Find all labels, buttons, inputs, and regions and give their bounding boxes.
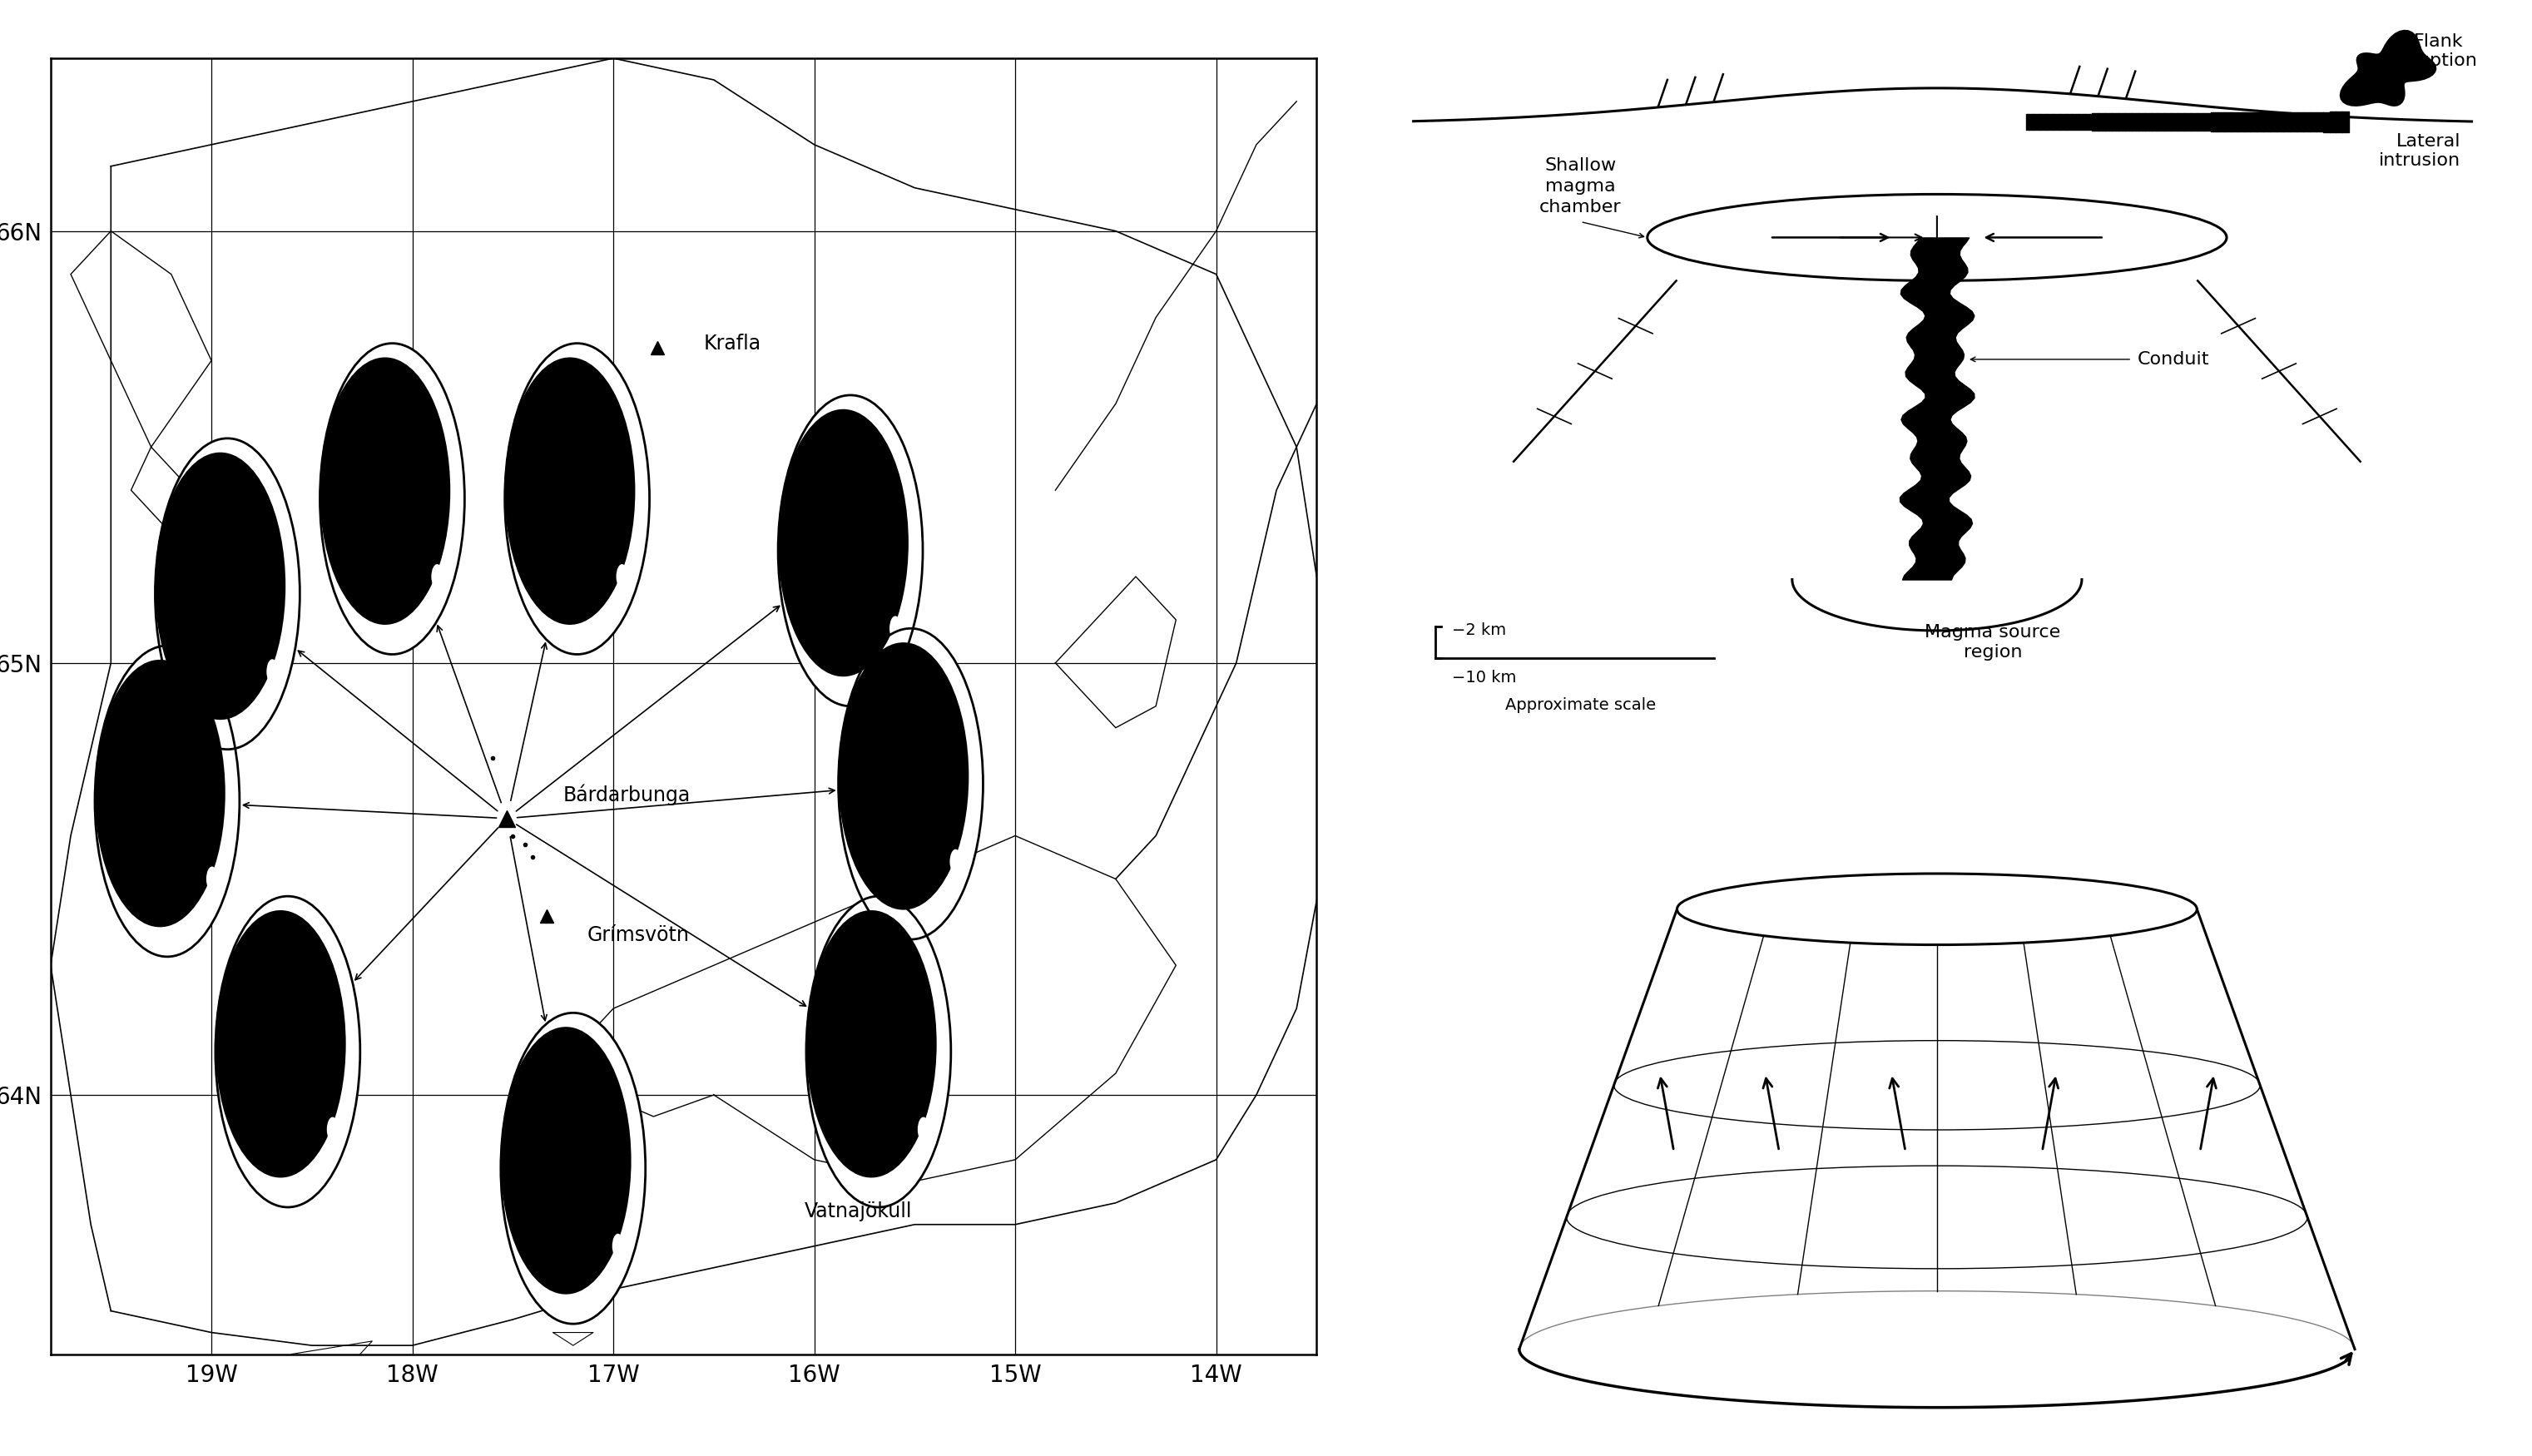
- Circle shape: [94, 645, 241, 957]
- Text: Shallow
magma
chamber: Shallow magma chamber: [1539, 157, 1620, 215]
- Circle shape: [327, 1117, 339, 1142]
- Text: −10 km: −10 km: [1453, 670, 1517, 686]
- Polygon shape: [2340, 29, 2436, 106]
- Circle shape: [215, 897, 360, 1207]
- Circle shape: [613, 1233, 623, 1258]
- Circle shape: [889, 616, 901, 641]
- Text: Magma source
region: Magma source region: [1924, 623, 2061, 661]
- Text: Grímsvötn: Grímsvötn: [587, 925, 689, 945]
- Circle shape: [430, 563, 443, 590]
- Text: Bárdarbunga: Bárdarbunga: [562, 785, 691, 805]
- Circle shape: [205, 866, 218, 891]
- Ellipse shape: [154, 453, 286, 719]
- Circle shape: [950, 849, 962, 874]
- Circle shape: [777, 395, 922, 706]
- Ellipse shape: [94, 660, 225, 927]
- Text: Approximate scale: Approximate scale: [1504, 697, 1656, 713]
- Circle shape: [615, 563, 628, 590]
- Text: Flank
eruption: Flank eruption: [2400, 33, 2476, 68]
- Circle shape: [917, 1117, 929, 1142]
- Text: Conduit: Conduit: [2137, 351, 2210, 368]
- Circle shape: [501, 1013, 646, 1324]
- Ellipse shape: [319, 357, 451, 625]
- Text: Krafla: Krafla: [704, 333, 762, 354]
- Text: Lateral
intrusion: Lateral intrusion: [2380, 132, 2461, 169]
- Ellipse shape: [1648, 194, 2226, 281]
- Text: Vatnajökull: Vatnajökull: [805, 1201, 912, 1222]
- Ellipse shape: [777, 409, 909, 677]
- Ellipse shape: [805, 910, 937, 1178]
- Ellipse shape: [504, 357, 636, 625]
- Ellipse shape: [215, 910, 347, 1178]
- Circle shape: [805, 897, 952, 1207]
- Circle shape: [266, 660, 279, 684]
- Circle shape: [154, 438, 299, 750]
- Circle shape: [504, 344, 651, 654]
- Circle shape: [838, 629, 982, 939]
- Text: −2 km: −2 km: [1453, 623, 1507, 639]
- Ellipse shape: [501, 1026, 630, 1294]
- Circle shape: [319, 344, 463, 654]
- Ellipse shape: [1676, 874, 2198, 945]
- Ellipse shape: [838, 642, 970, 910]
